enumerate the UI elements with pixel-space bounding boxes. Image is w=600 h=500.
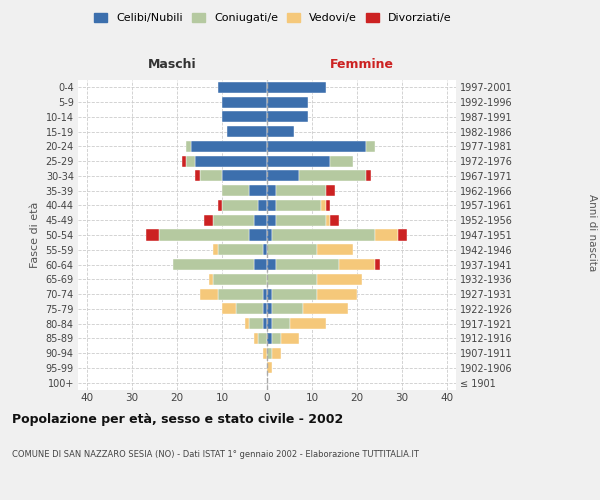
Bar — [276, 200, 321, 211]
Bar — [267, 214, 276, 226]
Bar — [325, 185, 335, 196]
Text: Anni di nascita: Anni di nascita — [587, 194, 597, 271]
Bar — [325, 200, 330, 211]
Text: COMUNE DI SAN NAZZARO SESIA (NO) - Dati ISTAT 1° gennaio 2002 - Elaborazione TUT: COMUNE DI SAN NAZZARO SESIA (NO) - Dati … — [12, 450, 419, 459]
Bar — [276, 214, 325, 226]
Bar — [218, 244, 263, 256]
Bar — [258, 200, 267, 211]
Bar — [249, 318, 263, 329]
Bar — [222, 200, 258, 211]
Bar — [222, 185, 249, 196]
Bar — [317, 274, 361, 285]
Bar — [191, 141, 267, 152]
Bar — [263, 318, 267, 329]
Bar — [325, 214, 330, 226]
Bar — [267, 96, 308, 108]
Bar — [263, 244, 267, 256]
Bar — [267, 362, 271, 374]
Bar — [146, 230, 159, 240]
Bar — [195, 156, 267, 166]
Bar — [267, 318, 271, 329]
Bar — [182, 156, 186, 166]
Bar — [227, 126, 267, 137]
Bar — [249, 185, 267, 196]
Bar — [213, 214, 254, 226]
Bar — [222, 170, 267, 181]
Bar — [222, 96, 267, 108]
Bar — [267, 200, 276, 211]
Bar — [258, 333, 267, 344]
Bar — [218, 200, 222, 211]
Bar — [271, 230, 375, 240]
Bar — [204, 214, 213, 226]
Bar — [235, 304, 263, 314]
Bar — [267, 126, 294, 137]
Bar — [263, 348, 267, 358]
Bar — [267, 259, 276, 270]
Bar — [173, 259, 254, 270]
Bar — [249, 230, 267, 240]
Bar — [366, 141, 375, 152]
Bar — [199, 170, 222, 181]
Bar — [267, 348, 271, 358]
Bar — [267, 304, 271, 314]
Bar — [267, 112, 308, 122]
Bar — [222, 304, 235, 314]
Bar — [254, 333, 258, 344]
Bar — [245, 318, 249, 329]
Bar — [263, 288, 267, 300]
Bar — [159, 230, 249, 240]
Bar — [271, 318, 290, 329]
Bar — [186, 141, 191, 152]
Bar — [209, 274, 213, 285]
Bar — [271, 304, 303, 314]
Bar — [267, 141, 366, 152]
Bar — [267, 170, 299, 181]
Bar — [218, 288, 263, 300]
Bar — [317, 244, 353, 256]
Text: Maschi: Maschi — [148, 58, 197, 71]
Bar — [267, 230, 271, 240]
Bar — [276, 185, 325, 196]
Bar — [290, 318, 325, 329]
Bar — [271, 333, 281, 344]
Bar — [366, 170, 371, 181]
Bar — [330, 214, 339, 226]
Bar — [317, 288, 357, 300]
Bar — [339, 259, 375, 270]
Bar — [321, 200, 325, 211]
Bar — [267, 274, 317, 285]
Text: Femmine: Femmine — [329, 58, 394, 71]
Bar — [281, 333, 299, 344]
Bar — [299, 170, 366, 181]
Bar — [398, 230, 407, 240]
Bar — [195, 170, 199, 181]
Bar — [213, 244, 218, 256]
Bar — [276, 259, 339, 270]
Bar — [330, 156, 353, 166]
Y-axis label: Fasce di età: Fasce di età — [30, 202, 40, 268]
Bar — [199, 288, 218, 300]
Legend: Celibi/Nubili, Coniugati/e, Vedovi/e, Divorziati/e: Celibi/Nubili, Coniugati/e, Vedovi/e, Di… — [90, 8, 456, 28]
Bar — [267, 244, 317, 256]
Text: Popolazione per età, sesso e stato civile - 2002: Popolazione per età, sesso e stato civil… — [12, 412, 343, 426]
Bar — [186, 156, 195, 166]
Bar — [222, 112, 267, 122]
Bar — [213, 274, 267, 285]
Bar — [375, 259, 380, 270]
Bar — [218, 82, 267, 93]
Bar — [267, 156, 330, 166]
Bar — [267, 333, 271, 344]
Bar — [303, 304, 348, 314]
Bar — [267, 185, 276, 196]
Bar — [263, 304, 267, 314]
Bar — [271, 288, 317, 300]
Bar — [375, 230, 398, 240]
Bar — [267, 82, 325, 93]
Bar — [254, 259, 267, 270]
Bar — [267, 288, 271, 300]
Bar — [254, 214, 267, 226]
Bar — [271, 348, 281, 358]
